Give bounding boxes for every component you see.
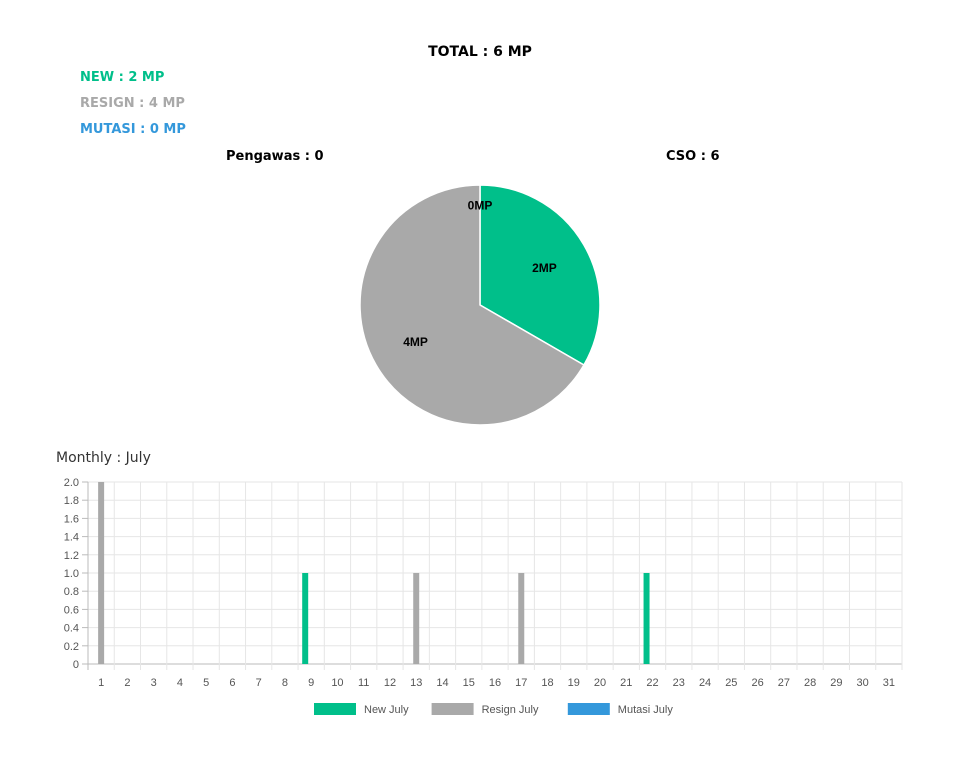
pie-slice-new[interactable] (479, 184, 601, 367)
x-tick-label: 30 (856, 677, 868, 689)
x-tick-label: 27 (778, 677, 790, 689)
cso-label: CSO : 6 (666, 149, 720, 164)
x-tick-label: 15 (463, 677, 475, 689)
total-label: TOTAL : 6 MP (428, 44, 532, 60)
pie-slice-resign[interactable] (359, 184, 585, 426)
legend-label-new-july[interactable]: New July (364, 704, 409, 716)
bar-new-july-day-9[interactable] (302, 573, 309, 664)
new-count-label: NEW : 2 MP (80, 70, 165, 85)
pengawas-label: Pengawas : 0 (226, 149, 324, 164)
y-tick-label: 1.0 (64, 568, 79, 580)
y-tick-label: 2.0 (64, 477, 79, 489)
y-tick-label: 0.4 (64, 623, 79, 635)
bar-resign-july-day-17[interactable] (518, 573, 525, 664)
x-tick-label: 22 (646, 677, 658, 689)
x-tick-label: 18 (541, 677, 553, 689)
x-tick-label: 19 (568, 677, 580, 689)
x-tick-label: 11 (358, 677, 369, 689)
x-tick-label: 2 (124, 677, 130, 689)
x-tick-label: 31 (883, 677, 895, 689)
x-tick-label: 20 (594, 677, 606, 689)
x-tick-label: 12 (384, 677, 396, 689)
pie-label-new: 2MP (532, 261, 557, 275)
y-tick-label: 0.8 (64, 586, 79, 598)
pie-chart: 2MP 4MP 0MP (355, 180, 605, 430)
x-tick-label: 10 (331, 677, 343, 689)
x-tick-label: 17 (515, 677, 527, 689)
x-tick-label: 29 (830, 677, 842, 689)
x-tick-label: 26 (751, 677, 763, 689)
x-tick-label: 3 (151, 677, 157, 689)
x-tick-label: 24 (699, 677, 711, 689)
y-tick-label: 1.8 (64, 495, 79, 507)
x-tick-label: 7 (256, 677, 262, 689)
x-tick-label: 21 (620, 677, 632, 689)
x-tick-label: 25 (725, 677, 737, 689)
bar-resign-july-day-1[interactable] (98, 482, 105, 664)
legend-swatch-mutasi-july[interactable] (567, 703, 610, 715)
x-tick-label: 14 (436, 677, 448, 689)
x-tick-label: 28 (804, 677, 816, 689)
monthly-bar-chart: 0 0.2 0.4 0.6 0.8 1.0 1.2 1.4 1.6 1.8 2.0 1 2 3 4 5 6 7 8 9… (50, 472, 910, 722)
monthly-title: Monthly : July (56, 450, 151, 466)
x-tick-label: 1 (98, 677, 104, 689)
y-tick-label: 1.2 (64, 550, 79, 562)
y-tick-label: 1.6 (64, 513, 79, 525)
pie-label-resign: 4MP (403, 335, 428, 349)
x-tick-label: 8 (282, 677, 288, 689)
legend-label-resign-july[interactable]: Resign July (482, 704, 539, 716)
bar-new-july-day-22[interactable] (643, 573, 650, 664)
y-tick-label: 0.6 (64, 604, 79, 616)
x-tick-label: 13 (410, 677, 422, 689)
y-tick-label: 1.4 (64, 532, 79, 544)
x-tick-label: 6 (229, 677, 235, 689)
y-tick-label: 0.2 (64, 641, 79, 653)
x-tick-label: 16 (489, 677, 501, 689)
pie-label-mutasi: 0MP (468, 198, 493, 212)
x-tick-label: 5 (203, 677, 209, 689)
resign-count-label: RESIGN : 4 MP (80, 96, 185, 111)
x-tick-label: 23 (673, 677, 685, 689)
legend-swatch-new-july[interactable] (314, 703, 356, 715)
x-tick-label: 9 (308, 677, 314, 689)
mutasi-count-label: MUTASI : 0 MP (80, 122, 186, 137)
legend-label-mutasi-july[interactable]: Mutasi July (618, 704, 674, 716)
y-tick-label: 0 (73, 659, 79, 671)
bar-resign-july-day-13[interactable] (413, 573, 420, 664)
x-tick-label: 4 (177, 677, 183, 689)
legend-swatch-resign-july[interactable] (431, 703, 474, 715)
